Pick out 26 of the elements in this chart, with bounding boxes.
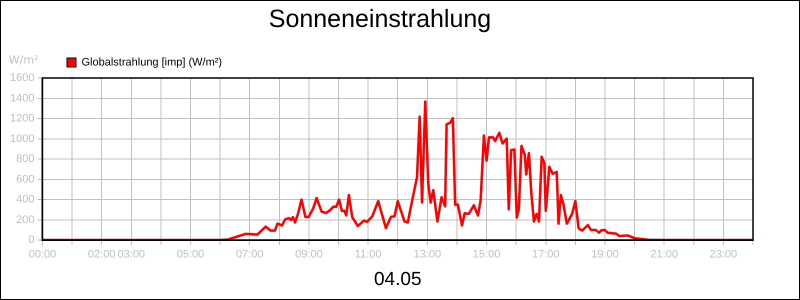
y-tick-label: 600: [16, 173, 34, 186]
y-axis-title: W/m²: [8, 53, 38, 66]
x-axis-title: 04.05: [374, 268, 422, 290]
legend-label: Globalstrahlung [imp] (W/m²): [82, 56, 222, 69]
y-tick-label: 1200: [10, 112, 34, 125]
x-tick-label: 17:00: [532, 248, 560, 261]
x-tick-label: 05:00: [176, 248, 204, 261]
x-tick-label: 19:00: [591, 248, 619, 261]
x-tick-label: 02:00: [88, 248, 116, 261]
y-tick-label: 400: [16, 194, 34, 206]
x-tick-label: 07:00: [236, 248, 264, 261]
x-tick-label: 13:00: [414, 248, 442, 261]
x-tick-label: 11:00: [354, 248, 382, 261]
x-tick-label: 23:00: [710, 248, 738, 261]
x-tick-label: 21:00: [650, 248, 678, 261]
y-tick-label: 1400: [10, 92, 34, 104]
y-tick-label: 200: [16, 214, 34, 226]
chart-title: Sonneneinstrahlung: [268, 4, 492, 33]
y-tick-label: 1600: [10, 72, 34, 84]
x-tick-label: 09:00: [295, 248, 323, 261]
x-tick-label: 00:00: [28, 248, 56, 261]
y-tick-label: 0: [28, 234, 34, 246]
y-tick-label: 1000: [10, 132, 34, 145]
x-tick-label: 03:00: [118, 248, 146, 261]
y-tick-label: 800: [16, 153, 34, 166]
x-tick-label: 15:00: [472, 248, 500, 261]
